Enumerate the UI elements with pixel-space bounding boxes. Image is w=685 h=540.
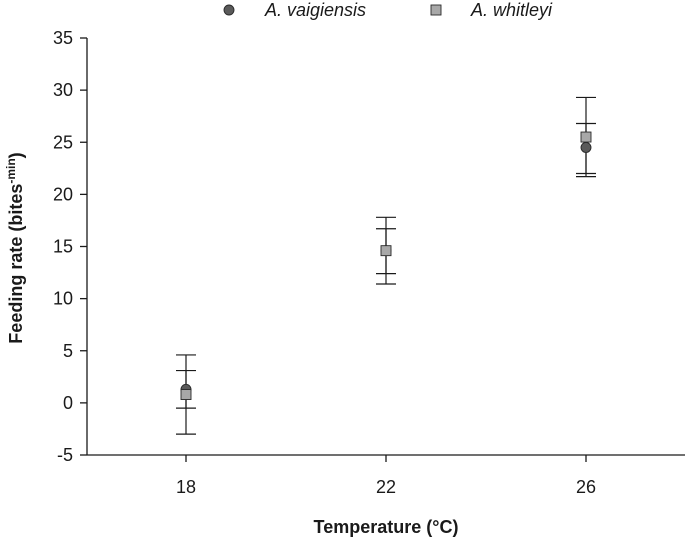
y-tick-label: 15 (53, 237, 73, 257)
y-tick-label: 30 (53, 80, 73, 100)
point-square (180, 389, 192, 400)
y-tick-label: -5 (57, 445, 73, 465)
y-tick-label: 20 (53, 184, 73, 204)
legend-label: A. vaigiensis (264, 0, 366, 20)
y-tick-label: 0 (63, 393, 73, 413)
x-tick-label: 22 (376, 477, 396, 497)
y-tick-label: 10 (53, 289, 73, 309)
legend-marker-circle (223, 4, 235, 16)
point-circle (580, 142, 592, 153)
y-tick-label: 25 (53, 132, 73, 152)
y-axis-title-close: ) (6, 152, 26, 158)
data-points (180, 131, 592, 400)
point-square (380, 245, 392, 257)
x-axis: 18 22 26 (87, 454, 685, 497)
legend-marker-square (430, 4, 442, 16)
legend: A. vaigiensis A. whitleyi (223, 0, 553, 20)
point-square (580, 131, 592, 143)
y-tick-label: 35 (53, 28, 73, 48)
x-axis-title: Temperature (°C) (314, 517, 459, 537)
error-bars (176, 96, 596, 435)
y-axis: -5 0 5 10 15 20 25 30 35 (53, 28, 88, 465)
y-axis-title: Feeding rate (bites-min) (4, 152, 26, 343)
y-tick-label: 5 (63, 341, 73, 361)
legend-label: A. whitleyi (470, 0, 553, 20)
y-axis-title-superscript: -min (4, 158, 18, 183)
x-tick-label: 26 (576, 477, 596, 497)
y-axis-title-main: Feeding rate (bites (6, 184, 26, 344)
x-tick-label: 18 (176, 477, 196, 497)
